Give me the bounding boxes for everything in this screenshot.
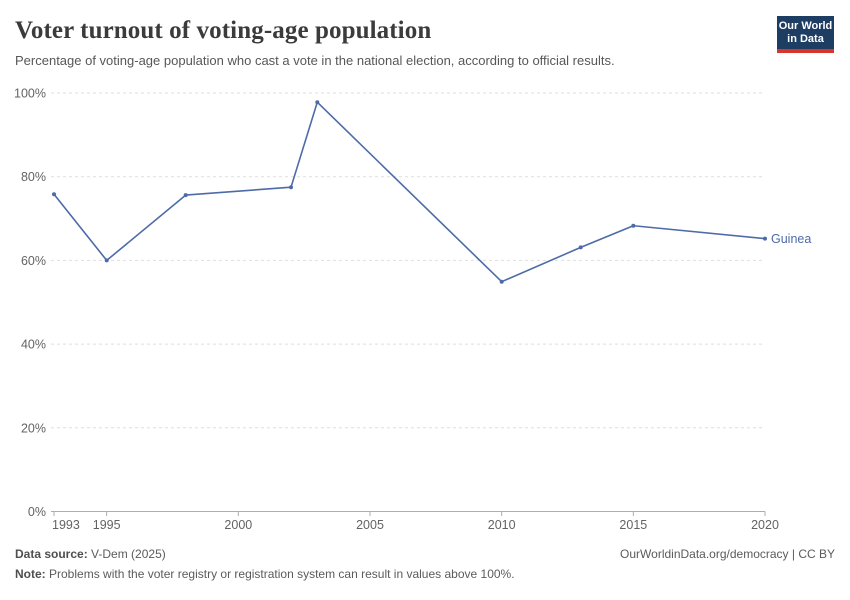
y-tick-label: 100% — [14, 87, 46, 101]
x-tick-label: 2005 — [356, 518, 384, 532]
owid-logo: Our World in Data — [777, 16, 834, 53]
data-point — [289, 185, 293, 190]
x-tick-label: 2020 — [751, 518, 779, 532]
y-tick-label: 0% — [28, 505, 46, 519]
data-point — [104, 258, 109, 263]
data-source-label: Data source: — [15, 547, 88, 561]
y-tick-label: 20% — [21, 421, 46, 435]
chart-title: Voter turnout of voting-age population — [15, 17, 432, 44]
x-tick-label: 2015 — [619, 518, 647, 532]
series-label: Guinea — [771, 232, 811, 246]
data-point — [578, 245, 583, 250]
y-tick-label: 40% — [21, 338, 46, 352]
x-tick-label: 2010 — [488, 518, 516, 532]
x-tick-label: 2000 — [224, 518, 252, 532]
chart-note: Note: Problems with the voter registry o… — [15, 567, 835, 582]
data-source-value: V-Dem (2025) — [87, 547, 166, 561]
data-point — [499, 279, 504, 284]
x-tick-label: 1995 — [93, 518, 121, 532]
note-value: Problems with the voter registry or regi… — [45, 567, 515, 581]
chart-footer: Data source: V-Dem (2025) OurWorldinData… — [15, 547, 835, 582]
data-point — [52, 192, 56, 197]
y-tick-label: 60% — [21, 254, 46, 268]
attribution: OurWorldinData.org/democracy | CC BY — [620, 547, 835, 561]
data-point — [183, 193, 188, 198]
series-line-guinea — [53, 101, 766, 283]
data-point — [315, 100, 320, 105]
data-source: Data source: V-Dem (2025) — [15, 547, 166, 562]
note-label: Note: — [15, 567, 46, 581]
chart-subtitle: Percentage of voting-age population who … — [15, 53, 615, 68]
x-tick-label: 1993 — [52, 518, 80, 532]
y-tick-label: 80% — [21, 170, 46, 184]
data-point — [631, 223, 636, 228]
owid-logo-line2: in Data — [787, 33, 824, 45]
line-chart-canvas: 0% 20% 40% 60% 80% 100% 1993 1995 2000 2005 2010 20… — [14, 87, 811, 533]
owid-logo-line1: Our World — [778, 20, 833, 32]
data-point — [763, 236, 767, 241]
